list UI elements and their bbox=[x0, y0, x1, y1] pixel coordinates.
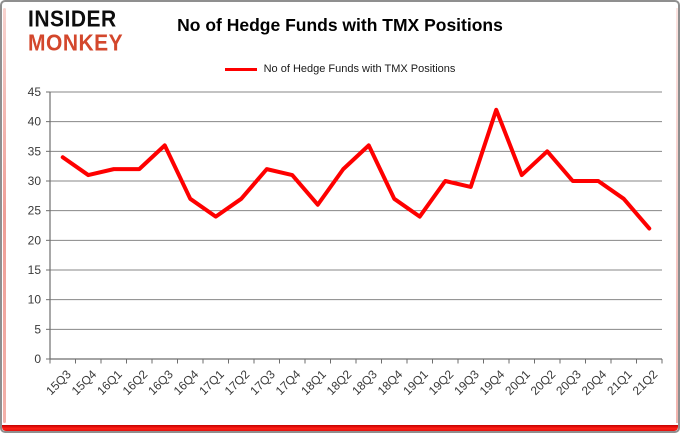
x-axis-tick-label: 21Q2 bbox=[630, 367, 661, 398]
x-axis-tick-label: 20Q1 bbox=[502, 367, 533, 398]
y-axis-tick-label: 20 bbox=[28, 233, 42, 247]
logo-text-monkey: MONKEY bbox=[28, 30, 124, 56]
x-axis-tick-label: 16Q2 bbox=[120, 367, 151, 398]
y-axis-tick-label: 30 bbox=[28, 174, 42, 188]
x-axis-tick-label: 18Q2 bbox=[324, 367, 355, 398]
y-axis-tick-label: 0 bbox=[34, 352, 41, 366]
x-axis-tick-label: 17Q3 bbox=[247, 367, 278, 398]
chart-title: No of Hedge Funds with TMX Positions bbox=[177, 15, 503, 35]
y-axis-tick-label: 25 bbox=[28, 204, 42, 218]
y-axis-tick-label: 45 bbox=[28, 85, 42, 99]
y-axis-tick-label: 5 bbox=[34, 322, 41, 336]
y-axis-tick-label: 15 bbox=[28, 263, 42, 277]
frame-bottom-accent bbox=[2, 425, 678, 431]
y-axis-tick-label: 40 bbox=[28, 115, 42, 129]
x-axis-tick-label: 20Q2 bbox=[528, 367, 559, 398]
x-axis-tick-label: 16Q3 bbox=[145, 367, 176, 398]
x-axis-tick-label: 20Q3 bbox=[553, 367, 584, 398]
x-axis-tick-label: 17Q2 bbox=[222, 367, 253, 398]
frame-left-accent bbox=[3, 8, 6, 423]
x-axis-tick-label: 16Q1 bbox=[94, 367, 125, 398]
x-axis-tick-label: 20Q4 bbox=[579, 367, 610, 398]
frame-right-accent bbox=[676, 8, 678, 423]
x-axis-tick-label: 21Q1 bbox=[604, 367, 635, 398]
x-axis-tick-label: 19Q2 bbox=[426, 367, 457, 398]
x-axis-tick-label: 17Q4 bbox=[273, 367, 304, 398]
insider-monkey-logo: INSIDER MONKEY bbox=[28, 8, 123, 56]
x-axis-tick-label: 15Q3 bbox=[43, 367, 74, 398]
x-axis-tick-label: 19Q1 bbox=[400, 367, 431, 398]
x-axis-tick-label: 18Q1 bbox=[298, 367, 329, 398]
x-axis-tick-label: 19Q3 bbox=[451, 367, 482, 398]
x-axis-tick-label: 17Q1 bbox=[196, 367, 227, 398]
series-line bbox=[60, 107, 652, 231]
x-axis-tick-label: 15Q4 bbox=[69, 367, 100, 398]
x-axis-tick-label: 16Q4 bbox=[171, 367, 202, 398]
y-axis-tick-label: 10 bbox=[28, 293, 42, 307]
logo-text-insider: INSIDER bbox=[28, 7, 117, 32]
legend-label: No of Hedge Funds with TMX Positions bbox=[263, 63, 456, 75]
x-axis-tick-label: 18Q4 bbox=[375, 367, 406, 398]
x-axis-tick-label: 19Q4 bbox=[477, 367, 508, 398]
y-axis-tick-label: 35 bbox=[28, 144, 42, 158]
chart-legend: No of Hedge Funds with TMX Positions bbox=[2, 63, 678, 75]
x-axis-tick-label: 18Q3 bbox=[349, 367, 380, 398]
legend-line-swatch bbox=[224, 67, 257, 71]
